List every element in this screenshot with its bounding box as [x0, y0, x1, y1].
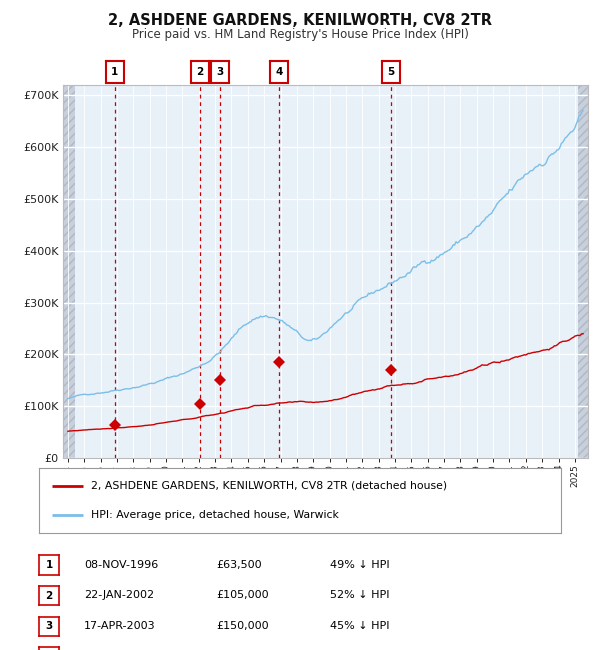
Text: 17-APR-2003: 17-APR-2003: [84, 621, 155, 630]
Text: 45% ↓ HPI: 45% ↓ HPI: [330, 621, 389, 630]
Text: 2: 2: [46, 591, 53, 601]
Text: 49% ↓ HPI: 49% ↓ HPI: [330, 560, 389, 569]
Text: 3: 3: [46, 621, 53, 631]
Text: £63,500: £63,500: [216, 560, 262, 569]
Text: 4: 4: [275, 67, 283, 77]
Text: 22-JAN-2002: 22-JAN-2002: [84, 590, 154, 600]
Text: £150,000: £150,000: [216, 621, 269, 630]
Text: 2: 2: [196, 67, 203, 77]
Text: £105,000: £105,000: [216, 590, 269, 600]
Bar: [578, 84, 588, 458]
Bar: [63, 84, 75, 458]
Text: 08-NOV-1996: 08-NOV-1996: [84, 560, 158, 569]
Text: HPI: Average price, detached house, Warwick: HPI: Average price, detached house, Warw…: [91, 510, 339, 521]
Text: 2, ASHDENE GARDENS, KENILWORTH, CV8 2TR: 2, ASHDENE GARDENS, KENILWORTH, CV8 2TR: [108, 13, 492, 28]
Text: 1: 1: [46, 560, 53, 570]
Text: 52% ↓ HPI: 52% ↓ HPI: [330, 590, 389, 600]
Text: 2, ASHDENE GARDENS, KENILWORTH, CV8 2TR (detached house): 2, ASHDENE GARDENS, KENILWORTH, CV8 2TR …: [91, 480, 448, 491]
Text: 1: 1: [111, 67, 118, 77]
Text: 3: 3: [216, 67, 223, 77]
Text: 5: 5: [388, 67, 395, 77]
Text: Price paid vs. HM Land Registry's House Price Index (HPI): Price paid vs. HM Land Registry's House …: [131, 28, 469, 41]
